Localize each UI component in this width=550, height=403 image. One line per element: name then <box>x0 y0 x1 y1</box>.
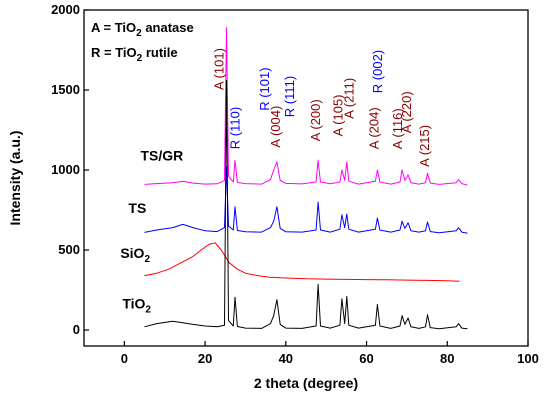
peak-label: A (004) <box>268 106 283 148</box>
x-tick-label: 100 <box>517 351 539 366</box>
peak-label: A (220) <box>399 91 414 133</box>
y-tick-label: 2000 <box>51 2 80 17</box>
peak-label: R (002) <box>370 50 385 93</box>
y-tick-label: 0 <box>73 322 80 337</box>
peak-label: A (200) <box>308 99 323 141</box>
series-label-tio2: TiO2 <box>122 295 151 315</box>
x-axis-label: 2 theta (degree) <box>254 375 358 391</box>
x-tick-label: 0 <box>121 351 128 366</box>
peak-label: R (111) <box>282 76 297 117</box>
peak-label: A (211) <box>342 78 357 119</box>
peak-label: A (101) <box>211 48 226 90</box>
series-line-sio2 <box>145 243 460 281</box>
peak-label: A (204) <box>367 107 382 149</box>
y-tick-label: 500 <box>58 242 80 257</box>
x-tick-label: 80 <box>440 351 454 366</box>
x-tick-label: 20 <box>198 351 212 366</box>
legend: A = TiO2 anatase R = TiO2 rutile <box>91 20 194 64</box>
series-line-ts <box>145 167 468 233</box>
peak-annotations: A (101) R (110) R (101)A (004)R (111) A (20… <box>211 48 432 167</box>
peak-label: R (110) <box>227 107 242 149</box>
x-tick-label: 40 <box>279 351 293 366</box>
y-tick-label: 1000 <box>51 162 80 177</box>
x-tick-label: 60 <box>359 351 373 366</box>
legend-line: A = TiO2 anatase <box>91 20 194 39</box>
plot-frame <box>84 10 528 346</box>
legend-line: R = TiO2 rutile <box>91 45 178 64</box>
series-line-tio2 <box>145 80 468 328</box>
peak-label: R (101) <box>257 67 272 110</box>
series-label-ts: TS <box>128 200 146 216</box>
series-label-ts-gr: TS/GR <box>141 147 184 163</box>
series-label-sio2: SiO2 <box>120 245 150 265</box>
y-tick-label: 1500 <box>51 82 80 97</box>
peak-label: A (215) <box>417 125 432 167</box>
plot-border <box>84 10 528 346</box>
series-layer: TS/GR TS SiO2 TiO2 <box>120 28 467 329</box>
y-axis-label: Intensity (a.u.) <box>7 131 23 226</box>
